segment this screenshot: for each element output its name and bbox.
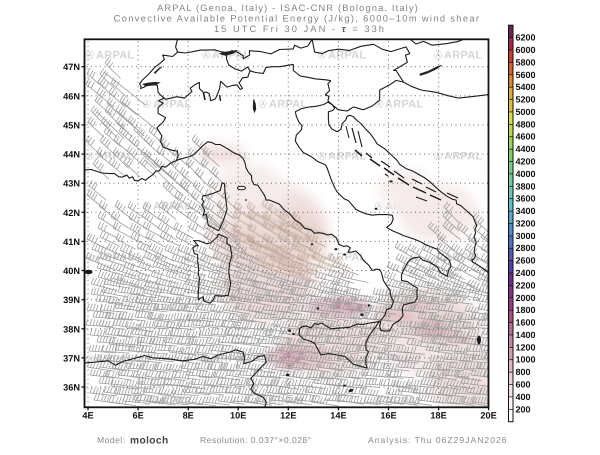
svg-text:1800: 1800	[516, 305, 536, 315]
svg-text:ARPAL: ARPAL	[153, 99, 192, 111]
svg-text:ARPAL: ARPAL	[328, 252, 367, 264]
svg-text:Ⓐ: Ⓐ	[86, 355, 94, 364]
svg-text:moloch: moloch	[130, 436, 169, 447]
svg-text:Ⓐ: Ⓐ	[143, 304, 151, 313]
svg-text:3200: 3200	[516, 218, 536, 228]
svg-text:Ⓐ: Ⓐ	[202, 51, 210, 60]
svg-text:46N: 46N	[63, 91, 80, 101]
svg-text:2600: 2600	[516, 256, 536, 266]
svg-text:ARPAL: ARPAL	[385, 396, 424, 408]
svg-text:1200: 1200	[516, 342, 536, 352]
svg-text:10E: 10E	[230, 411, 246, 421]
svg-text:37N: 37N	[63, 353, 80, 363]
svg-text:18E: 18E	[430, 411, 446, 421]
svg-text:2800: 2800	[516, 243, 536, 253]
svg-text:5000: 5000	[516, 107, 536, 117]
svg-text:45N: 45N	[63, 120, 80, 130]
svg-text:Ⓐ: Ⓐ	[259, 100, 267, 109]
svg-text:3400: 3400	[516, 206, 536, 216]
svg-text:ARPAL: ARPAL	[212, 50, 251, 62]
svg-text:6200: 6200	[516, 33, 536, 43]
svg-text:Ⓐ: Ⓐ	[375, 100, 383, 109]
svg-text:42N: 42N	[63, 208, 80, 218]
svg-text:3000: 3000	[516, 231, 536, 241]
svg-text:36N: 36N	[63, 383, 80, 393]
svg-text:6000: 6000	[516, 45, 536, 55]
svg-text:ARPAL: ARPAL	[444, 151, 483, 163]
svg-text:Resolution: 0.037°×0.028°: Resolution: 0.037°×0.028°	[200, 435, 312, 445]
svg-text:4E: 4E	[82, 411, 93, 421]
svg-text:ARPAL: ARPAL	[385, 99, 424, 111]
svg-text:44N: 44N	[63, 150, 80, 160]
svg-text:39N: 39N	[63, 295, 80, 305]
svg-text:Ⓐ: Ⓐ	[434, 51, 442, 60]
svg-text:4400: 4400	[516, 144, 536, 154]
svg-text:Ⓐ: Ⓐ	[86, 51, 94, 60]
svg-text:Ⓐ: Ⓐ	[202, 355, 210, 364]
svg-text:Ⓐ: Ⓐ	[318, 152, 326, 161]
svg-text:6E: 6E	[132, 411, 143, 421]
svg-text:41N: 41N	[63, 237, 80, 247]
svg-text:8E: 8E	[183, 411, 194, 421]
svg-text:4800: 4800	[516, 119, 536, 129]
svg-text:3800: 3800	[516, 181, 536, 191]
svg-text:Ⓐ: Ⓐ	[86, 152, 94, 161]
svg-text:47N: 47N	[63, 62, 80, 72]
svg-text:5200: 5200	[516, 95, 536, 105]
svg-text:Ⓐ: Ⓐ	[434, 152, 442, 161]
svg-text:5600: 5600	[516, 70, 536, 80]
svg-text:20E: 20E	[480, 411, 496, 421]
svg-text:Model:: Model:	[97, 435, 126, 445]
svg-text:2000: 2000	[516, 293, 536, 303]
svg-text:Ⓐ: Ⓐ	[318, 51, 326, 60]
svg-text:5800: 5800	[516, 57, 536, 67]
svg-text:ARPAL: ARPAL	[444, 50, 483, 62]
svg-text:200: 200	[516, 404, 531, 414]
svg-text:14E: 14E	[330, 411, 346, 421]
svg-text:ARPAL: ARPAL	[328, 151, 367, 163]
svg-text:ARPAL: ARPAL	[96, 151, 135, 163]
svg-text:Analysis: Thu 06Z29JAN2026: Analysis: Thu 06Z29JAN2026	[368, 435, 508, 445]
svg-text:4600: 4600	[516, 132, 536, 142]
svg-text:16E: 16E	[380, 411, 396, 421]
svg-text:400: 400	[516, 392, 531, 402]
svg-text:Ⓐ: Ⓐ	[202, 253, 210, 262]
svg-text:ARPAL (Genoa, Italy) - ISAC-: ARPAL (Genoa, Italy) - ISAC-CNR (Bologna…	[157, 3, 419, 13]
svg-text:Ⓐ: Ⓐ	[143, 100, 151, 109]
svg-text:15 UTC Fri 30 JAN - τ = 33h: 15 UTC Fri 30 JAN - τ = 33h	[214, 24, 386, 34]
svg-text:600: 600	[516, 380, 531, 390]
svg-text:12E: 12E	[280, 411, 296, 421]
svg-text:40N: 40N	[63, 266, 80, 276]
svg-text:ARPAL: ARPAL	[96, 50, 135, 62]
svg-text:1400: 1400	[516, 330, 536, 340]
svg-text:38N: 38N	[63, 324, 80, 334]
svg-text:2200: 2200	[516, 280, 536, 290]
svg-text:Ⓐ: Ⓐ	[143, 202, 151, 211]
svg-text:2400: 2400	[516, 268, 536, 278]
svg-text:4000: 4000	[516, 169, 536, 179]
svg-text:Convective Available Potential: Convective Available Potential Energy (J…	[114, 14, 481, 24]
svg-text:43N: 43N	[63, 179, 80, 189]
svg-text:5400: 5400	[516, 82, 536, 92]
svg-text:3600: 3600	[516, 194, 536, 204]
svg-text:1600: 1600	[516, 318, 536, 328]
svg-text:ARPAL: ARPAL	[153, 396, 192, 408]
svg-text:Ⓐ: Ⓐ	[375, 202, 383, 211]
svg-text:ARPAL: ARPAL	[328, 50, 367, 62]
svg-text:1000: 1000	[516, 355, 536, 365]
svg-text:Ⓐ: Ⓐ	[259, 397, 267, 406]
svg-text:800: 800	[516, 367, 531, 377]
svg-text:4200: 4200	[516, 157, 536, 167]
